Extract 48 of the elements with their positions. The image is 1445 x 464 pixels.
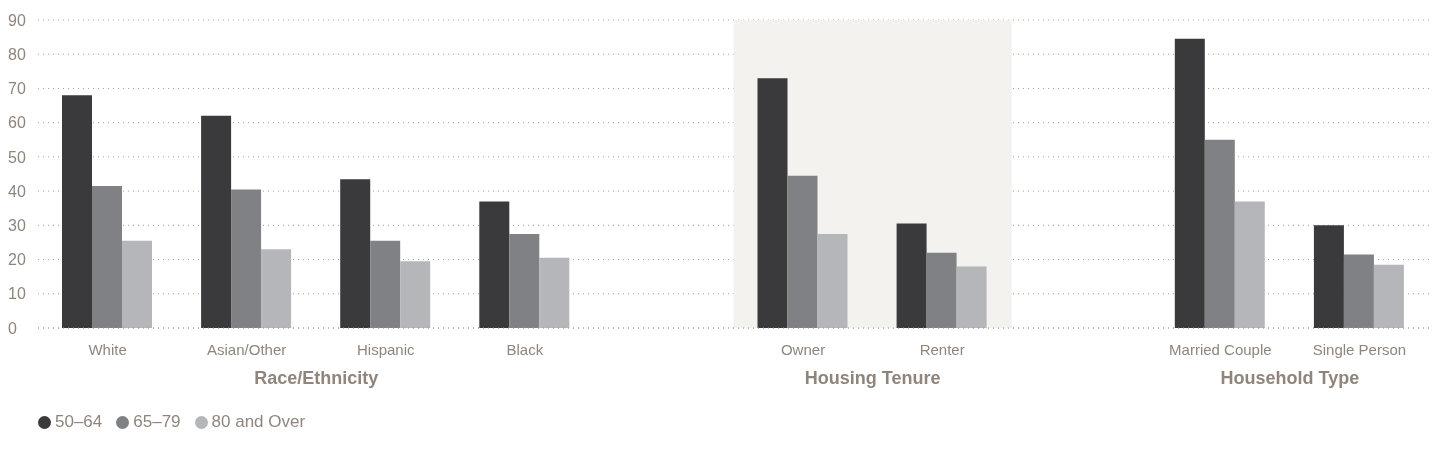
bar [340,179,371,328]
x-tick-label: Owner [780,340,826,358]
bar [1204,139,1235,328]
bar [370,240,401,328]
bar [1313,225,1344,328]
legend-label: 65–79 [132,412,181,432]
x-tick-label: Hispanic [356,340,416,358]
bar [896,223,927,328]
bar [231,189,262,328]
y-tick-label: 10 [8,285,26,303]
bar [479,201,510,328]
bar [62,95,92,328]
bar [787,175,818,328]
legend-label: 80 and Over [210,412,306,432]
x-tick-label: Married Couple [1169,340,1272,358]
x-tick-label: Renter [919,340,965,358]
bar [261,249,292,328]
x-tick-label: Asian/Other [207,340,287,358]
bar [92,185,122,328]
bar [926,252,957,328]
bar [400,261,431,328]
bar [1174,38,1205,328]
bar [509,233,540,328]
bar [1373,264,1404,328]
bar [201,115,232,328]
bar [1234,201,1265,328]
x-tick-label: Single Person [1312,340,1407,358]
y-tick-label: 80 [8,45,26,63]
y-tick-label: 0 [8,319,17,337]
text: Race/Ethnicity [253,368,380,389]
y-tick-label: 30 [8,217,26,235]
bar [956,266,987,328]
bar [122,240,152,328]
bar [817,233,848,328]
x-tick-label: White [88,340,127,358]
bar [1343,254,1374,328]
text: Housing Tenure [803,368,942,389]
y-tick-label: 50 [8,148,26,166]
bar [539,257,570,328]
y-tick-label: 70 [8,80,26,98]
bar [757,78,788,328]
y-tick-label: 90 [8,11,26,29]
y-tick-label: 60 [8,114,26,132]
y-tick-label: 20 [8,251,26,269]
x-tick-label: Black [506,340,544,358]
y-tick-label: 40 [8,182,26,200]
legend-label: 50–64 [54,412,103,432]
text: Household Type [1219,368,1361,389]
